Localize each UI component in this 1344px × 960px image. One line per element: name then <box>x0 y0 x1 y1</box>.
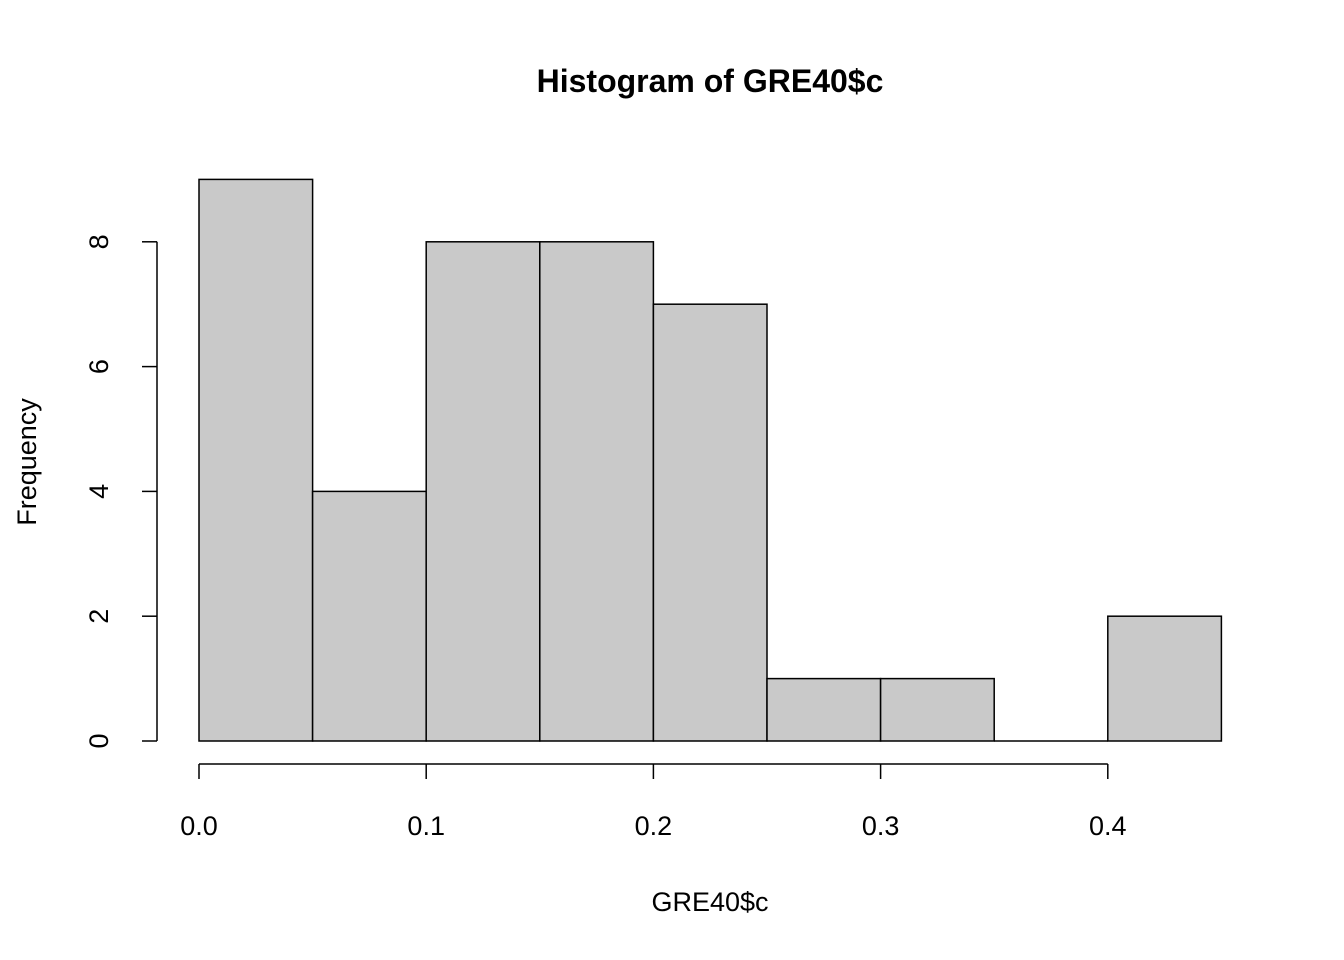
y-tick-label: 8 <box>84 234 114 249</box>
y-tick-label: 4 <box>84 484 114 499</box>
x-tick-label: 0.0 <box>180 811 218 841</box>
histogram-bar <box>879 677 995 742</box>
y-axis-label: Frequency <box>12 398 42 526</box>
y-tick-label: 2 <box>84 609 114 624</box>
x-tick-label: 0.3 <box>862 811 900 841</box>
x-tick-label: 0.2 <box>635 811 673 841</box>
x-axis-label: GRE40$c <box>651 887 768 917</box>
histogram-bar <box>539 241 655 742</box>
histogram-bar <box>1107 615 1223 742</box>
x-tick-label: 0.4 <box>1089 811 1127 841</box>
y-tick-label: 0 <box>84 733 114 748</box>
y-tick-label: 6 <box>84 359 114 374</box>
histogram-bar <box>198 178 314 742</box>
histogram-bar <box>652 303 768 742</box>
histogram-bar <box>425 241 541 742</box>
x-tick-label: 0.1 <box>407 811 445 841</box>
chart-title: Histogram of GRE40$c <box>537 63 884 99</box>
histogram-bar <box>311 490 427 742</box>
histogram-bar <box>766 677 882 742</box>
